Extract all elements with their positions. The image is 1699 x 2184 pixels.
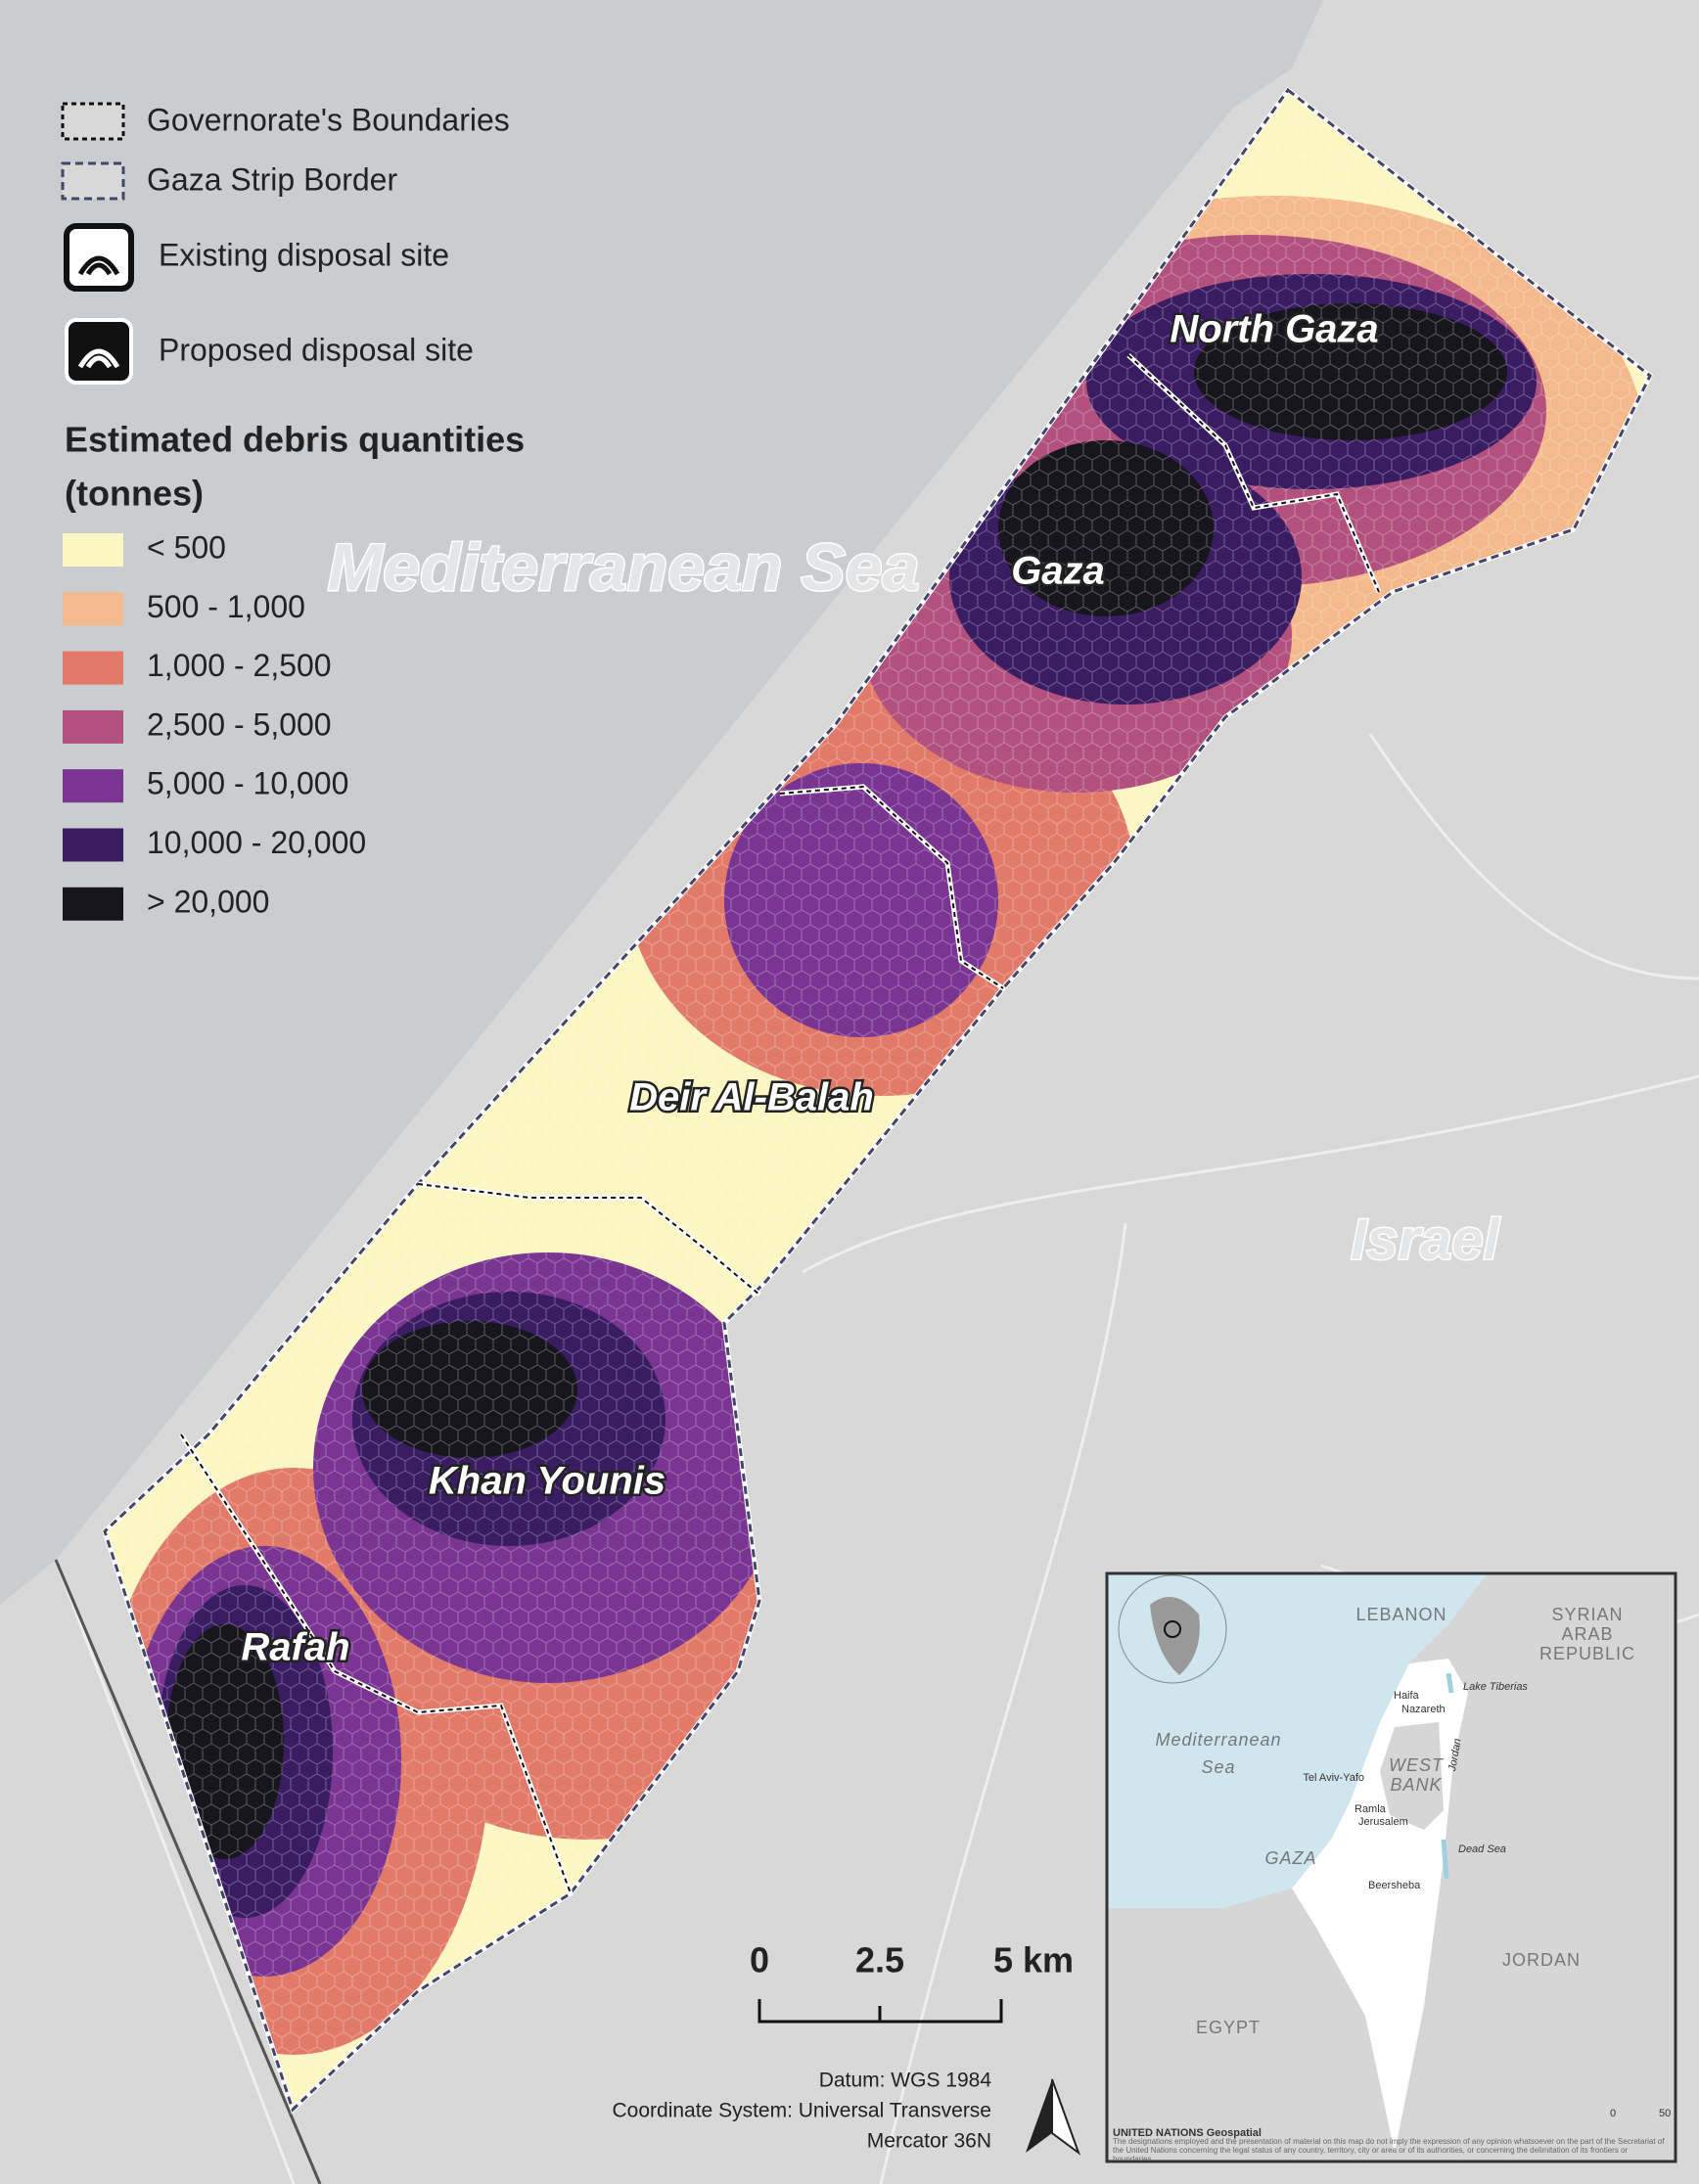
legend-swatch [63,709,123,744]
legend-label: 1,000 - 2,500 [147,648,332,683]
inset-label: ARAB [1561,1624,1613,1644]
water-label: Jordan [1446,1738,1464,1773]
legend-label: 10,000 - 20,000 [147,825,366,860]
city-label: Nazareth [1401,1704,1446,1715]
icon-glyph [77,255,120,276]
scale-label: 2.5 [855,1940,904,1980]
legend-unit: (tonnes) [65,474,204,514]
legend-swatch [63,828,123,862]
legend-swatch [63,533,123,567]
inset-label: Sea [1201,1757,1235,1777]
inset-label: EGYPT [1196,2018,1261,2037]
legend-label: 5,000 - 10,000 [147,766,348,801]
legend-label: < 500 [147,529,226,565]
city-label: Haifa [1394,1690,1420,1702]
city-label: Beersheba [1368,1880,1421,1891]
scale-bar: 0 2.5 5 km [750,1940,1074,2024]
legend-swatch [61,102,125,141]
country-label: Israel [1351,1207,1500,1271]
inset-label: BANK [1390,1775,1442,1795]
sea [0,0,1323,1605]
inset-label: REPUBLIC [1539,1644,1635,1663]
region-label: Khan Younis [429,1460,666,1503]
north-arrow [1026,2078,1081,2156]
inset-footer: UNITED NATIONS Geospatial [1113,2127,1262,2139]
region-label: Rafah [241,1626,349,1669]
inset-label: JORDAN [1502,1950,1581,1970]
inset-label: SYRIAN [1551,1605,1623,1624]
inset-scale: 50 [1659,2108,1671,2119]
legend-label: Proposed disposal site [159,332,474,367]
sea-label: Mediterranean Sea [328,530,920,605]
legend-swatch [63,651,123,685]
icon-glyph [77,348,120,369]
inset-label: GAZA [1264,1848,1316,1868]
inset-map: LEBANON SYRIAN ARAB REPUBLIC WEST BANK G… [1105,1571,1677,2163]
disclaimer: The designations employed and the presen… [1113,2137,1665,2161]
legend: Governorate's Boundaries Gaza Strip Bord… [61,102,525,921]
legend-swatch [63,592,123,626]
legend-swatch [61,161,125,201]
region-label: Gaza [1011,550,1105,593]
border-line [54,1559,322,2184]
city-label: Ramla [1355,1803,1387,1815]
legend-label: 500 - 1,000 [147,589,305,624]
legend-swatch [63,769,123,803]
legend-title: Estimated debris quantities [65,420,525,460]
note: Mercator 36N [867,2130,991,2153]
note: Datum: WGS 1984 [819,2070,992,2092]
city-label: Tel Aviv-Yafo [1303,1772,1364,1784]
inset-label: Mediterranean [1155,1730,1281,1750]
legend-swatch [63,887,123,921]
inset-label: WEST [1389,1755,1445,1775]
inset-label: LEBANON [1355,1605,1446,1624]
strip-border [103,87,1652,2113]
note: Coordinate System: Universal Transverse [613,2100,992,2122]
legend-label: Governorate's Boundaries [147,102,510,137]
region-label: Deir Al-Balah [629,1076,874,1119]
scale-label: 0 [750,1940,769,1980]
legend-label: > 20,000 [147,884,269,919]
legend-label: Existing disposal site [159,237,449,272]
scale-label: 5 km [993,1940,1074,1980]
governorate-boundaries [178,353,1382,1894]
region-label: North Gaza [1170,308,1378,351]
water-label: Lake Tiberias [1463,1681,1528,1693]
legend-label: Gaza Strip Border [147,161,397,197]
inset-scale: 0 [1610,2108,1616,2119]
legend-label: 2,500 - 5,000 [147,706,332,742]
water-label: Dead Sea [1458,1843,1506,1855]
city-label: Jerusalem [1358,1816,1408,1828]
